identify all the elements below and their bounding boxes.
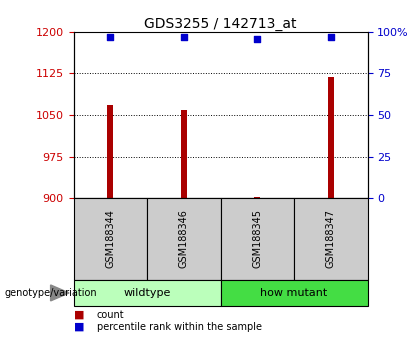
Text: wildtype: wildtype xyxy=(123,288,171,298)
Bar xyxy=(220,198,294,280)
Text: count: count xyxy=(97,310,124,320)
Title: GDS3255 / 142713_at: GDS3255 / 142713_at xyxy=(144,17,297,31)
Point xyxy=(328,34,334,40)
Bar xyxy=(294,198,368,280)
Text: GSM188344: GSM188344 xyxy=(105,210,115,268)
Text: genotype/variation: genotype/variation xyxy=(4,288,97,298)
Text: how mutant: how mutant xyxy=(260,288,328,298)
Bar xyxy=(181,109,187,198)
Text: ■: ■ xyxy=(74,310,84,320)
Point xyxy=(107,34,113,40)
Bar xyxy=(328,77,334,198)
Text: GSM188346: GSM188346 xyxy=(179,210,189,268)
Point xyxy=(181,34,187,40)
Polygon shape xyxy=(51,285,69,301)
Bar xyxy=(220,280,368,306)
Text: GSM188345: GSM188345 xyxy=(252,210,262,268)
Bar xyxy=(74,280,220,306)
Text: percentile rank within the sample: percentile rank within the sample xyxy=(97,322,262,332)
Text: GSM188347: GSM188347 xyxy=(326,210,336,268)
Point xyxy=(254,36,260,41)
Bar xyxy=(147,198,220,280)
Bar xyxy=(108,105,113,198)
Bar xyxy=(255,196,260,198)
Text: ■: ■ xyxy=(74,322,84,332)
Bar xyxy=(74,198,147,280)
